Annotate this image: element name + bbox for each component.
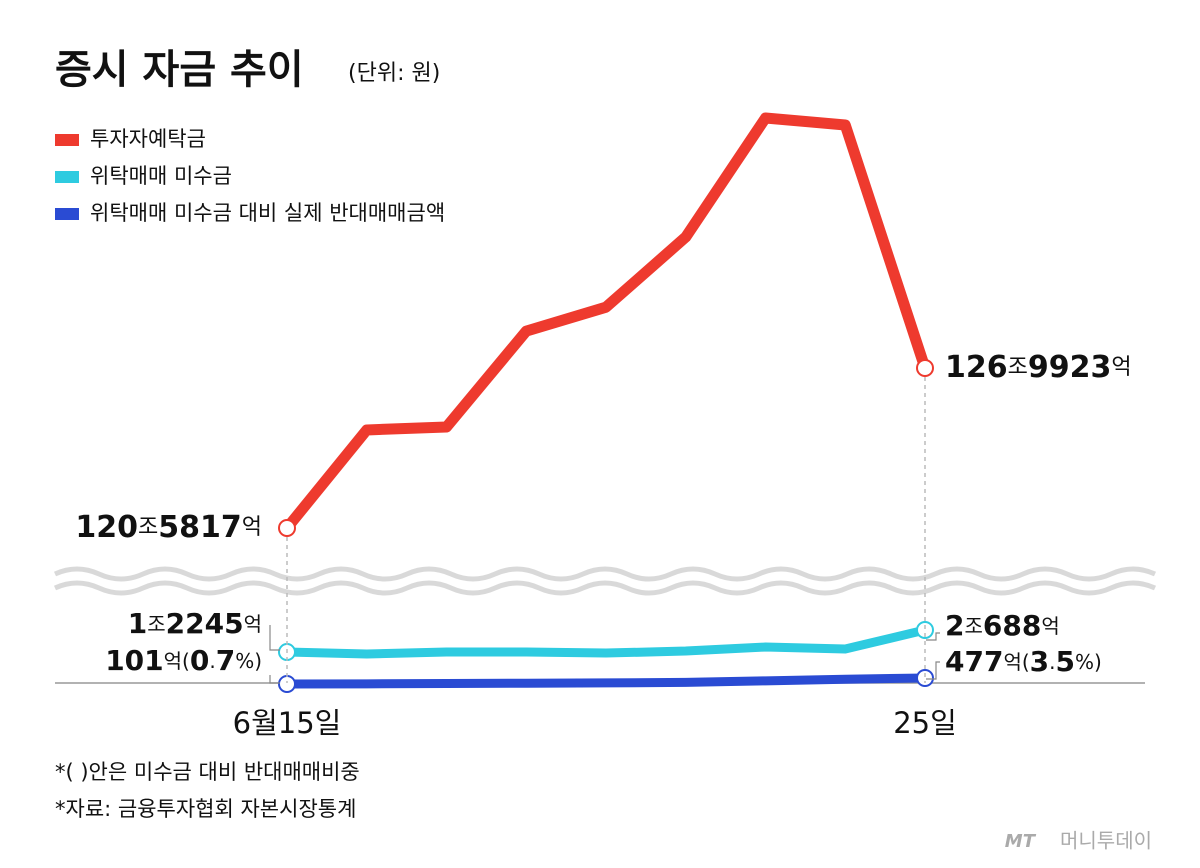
series-line	[286, 625, 927, 659]
footnote: *자료: 금융투자협회 자본시장통계	[55, 797, 356, 821]
series-line	[282, 112, 931, 532]
break-wave	[53, 566, 1157, 582]
series-line	[286, 673, 926, 689]
legend-label: 위탁매매 미수금	[90, 164, 232, 188]
x-tick-label: 25일	[893, 706, 957, 740]
connector	[269, 625, 280, 651]
end-point	[916, 669, 934, 687]
connector	[926, 632, 940, 641]
end-point	[278, 519, 296, 537]
connector	[269, 675, 280, 684]
value-label: 120조5817억	[75, 510, 262, 545]
legend-label: 위탁매매 미수금 대비 실제 반대매매금액	[90, 201, 445, 225]
value-label: 477억(3.5%)	[945, 645, 1102, 678]
legend-swatch	[55, 134, 79, 146]
chart-title: 증시 자금 추이	[55, 47, 304, 93]
end-point	[916, 359, 934, 378]
legend-swatch	[55, 171, 79, 183]
value-label: 126조9923억	[945, 350, 1132, 385]
logo-mark: MT	[1005, 831, 1037, 852]
break-wave	[53, 580, 1157, 596]
x-tick-label: 6월15일	[233, 706, 342, 740]
connector	[926, 661, 940, 680]
value-label: 1조2245억	[128, 607, 262, 640]
end-point	[278, 675, 296, 693]
legend-label: 투자자예탁금	[90, 127, 206, 151]
end-point	[916, 621, 934, 639]
chart-subtitle: (단위: 원)	[348, 61, 440, 86]
value-label: 2조688억	[945, 609, 1060, 642]
footnote: *( )안은 미수금 대비 반대매매비중	[55, 760, 360, 784]
logo-name: 머니투데이	[1060, 829, 1152, 853]
value-label: 101억(0.7%)	[105, 644, 262, 677]
axis-break	[53, 566, 1157, 596]
legend-swatch	[55, 208, 79, 220]
